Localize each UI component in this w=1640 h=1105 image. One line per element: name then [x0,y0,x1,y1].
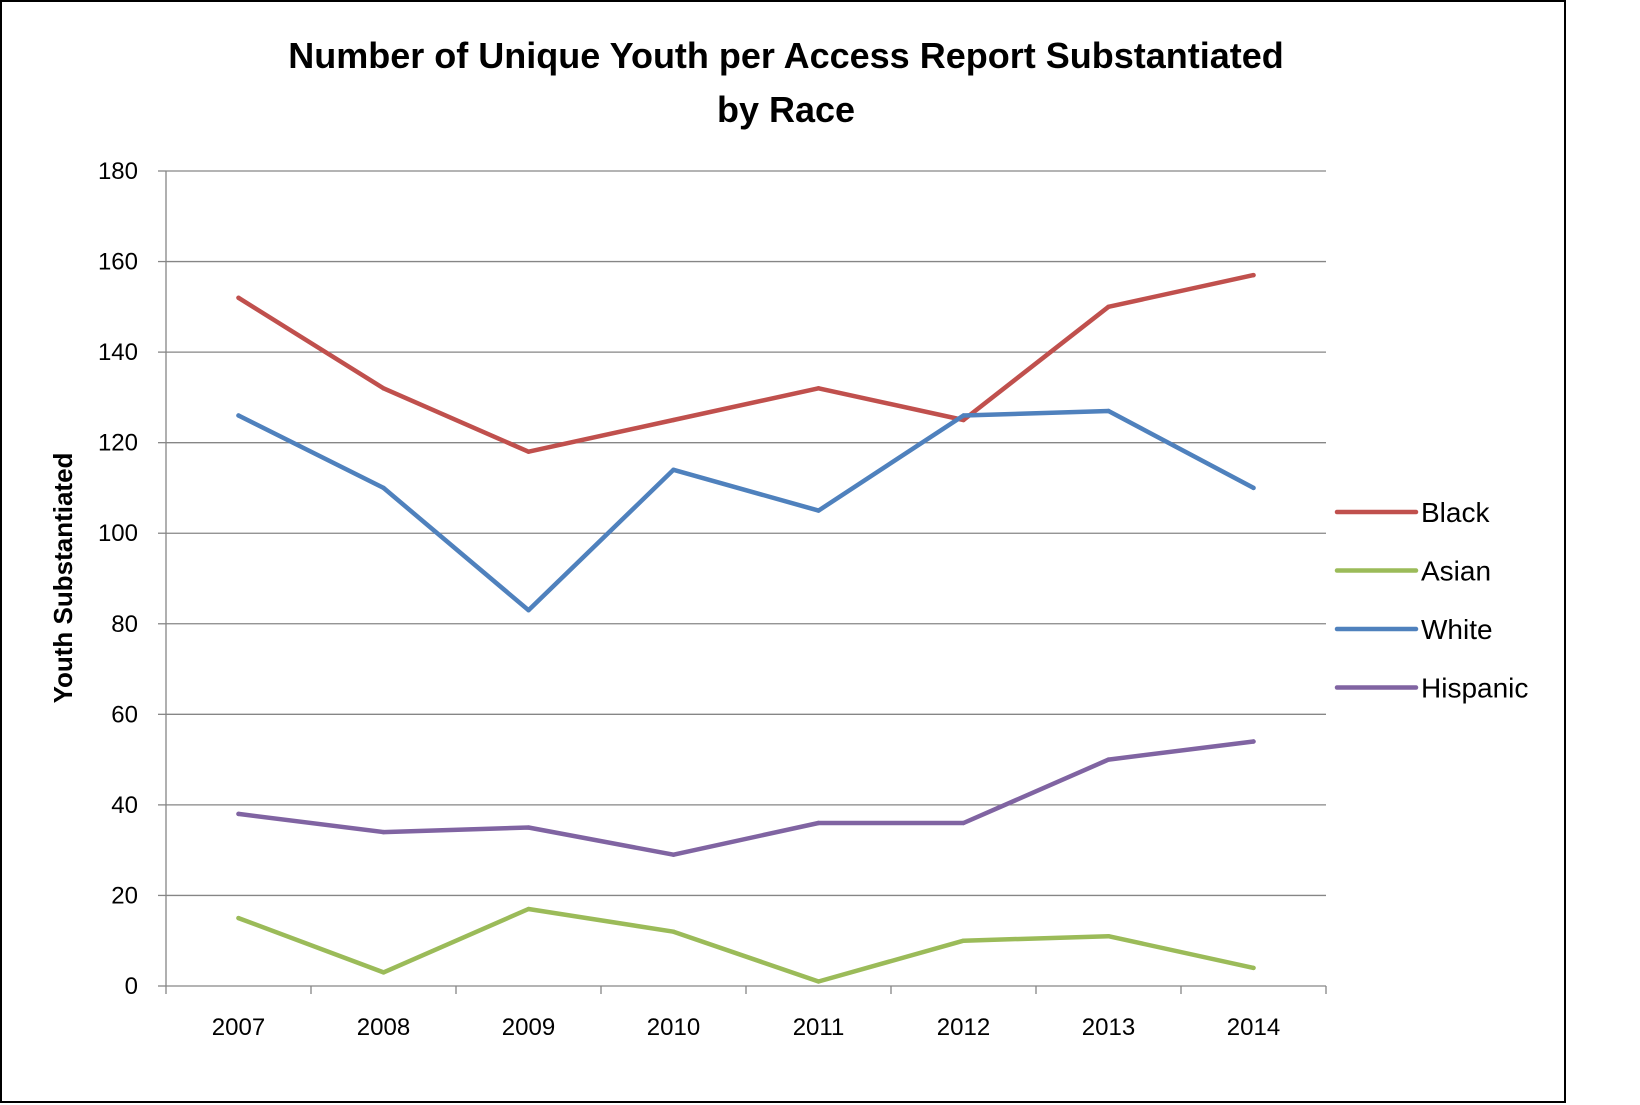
data-point-black [961,417,966,423]
data-point-black [1251,272,1256,278]
data-point-white [961,413,966,418]
data-point-hispanic [1251,739,1256,744]
data-point-white [1251,485,1256,491]
data-point-black [526,449,531,454]
series-line-hispanic [236,739,1256,857]
x-tick-label: 2010 [647,1014,700,1041]
data-point-hispanic [526,825,531,830]
x-tick-label: 2012 [937,1014,990,1041]
legend-label: White [1421,614,1493,645]
data-point-black [1106,304,1111,310]
data-point-hispanic [961,820,966,826]
data-point-hispanic [671,852,676,857]
data-point-black [236,295,241,300]
data-point-hispanic [236,811,241,817]
x-tick-label: 2014 [1227,1014,1280,1041]
series-lines [236,272,1256,984]
chart-frame [0,0,1566,1103]
data-point-asian [816,979,821,984]
data-point-white [1106,408,1111,414]
data-point-asian [381,970,386,975]
y-tick-label: 160 [98,249,138,276]
data-point-asian [961,938,966,943]
data-point-hispanic [1106,757,1111,762]
x-tick-label: 2009 [502,1014,555,1041]
y-tick-label: 100 [98,520,138,547]
y-tick-label: 180 [98,158,138,185]
x-tick-label: 2013 [1082,1014,1135,1041]
legend-item-hispanic: Hispanic [1334,673,1528,704]
legend-item-white: White [1334,614,1493,645]
series-line-asian [236,906,1256,984]
data-point-asian [526,906,531,912]
data-point-asian [671,929,676,934]
legend: Black Asian White Hispanic [1334,497,1528,704]
data-point-white [236,413,241,418]
gridlines [166,170,1326,897]
legend-label: Black [1421,497,1490,528]
data-point-asian [1106,933,1111,939]
data-point-hispanic [381,829,386,835]
data-point-hispanic [816,820,821,826]
legend-label: Hispanic [1421,673,1528,704]
series-line-white [236,408,1256,613]
legend-item-black: Black [1334,497,1490,528]
y-tick-label: 20 [111,882,138,909]
axes: 0 20 40 60 80 100 120 140 160 180 2007 2008 2009 2010… [98,158,1327,1041]
y-tick-label: 80 [111,611,138,638]
y-tick-label: 0 [125,973,138,1000]
x-tick-label: 2007 [212,1014,265,1041]
data-point-white [526,607,531,613]
y-axis-label: Youth Substantiated [48,453,78,704]
data-point-black [381,386,386,391]
data-point-asian [236,915,241,921]
y-tick-label: 140 [98,339,138,366]
data-point-black [816,386,821,391]
series-line-black [236,272,1256,454]
x-tick-label: 2011 [793,1014,845,1041]
legend-label: Asian [1421,556,1491,587]
y-tick-label: 120 [98,430,138,457]
data-point-black [671,417,676,423]
chart-title-line-1: Number of Unique Youth per Access Report… [288,35,1283,76]
legend-item-asian: Asian [1334,556,1491,587]
y-tick-label: 60 [111,701,138,728]
x-tick-label: 2008 [357,1014,410,1041]
data-point-white [671,467,676,473]
data-point-white [816,508,821,513]
y-tick-label: 40 [111,792,138,819]
chart-title-line-2: by Race [717,89,855,130]
data-point-white [381,485,386,491]
data-point-asian [1251,965,1256,971]
